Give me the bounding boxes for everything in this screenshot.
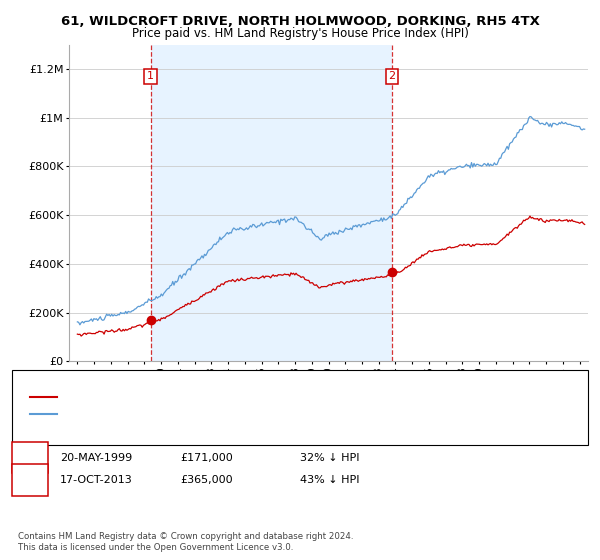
Text: Price paid vs. HM Land Registry's House Price Index (HPI): Price paid vs. HM Land Registry's House … (131, 27, 469, 40)
Text: 1: 1 (147, 72, 154, 81)
Text: 2: 2 (26, 475, 34, 485)
Text: 2: 2 (388, 72, 395, 81)
Text: 61, WILDCROFT DRIVE, NORTH HOLMWOOD, DORKING, RH5 4TX: 61, WILDCROFT DRIVE, NORTH HOLMWOOD, DOR… (61, 15, 539, 28)
Text: £365,000: £365,000 (180, 475, 233, 485)
Text: 43% ↓ HPI: 43% ↓ HPI (300, 475, 359, 485)
Bar (151, 45, 392, 361)
Text: Contains HM Land Registry data © Crown copyright and database right 2024.
This d: Contains HM Land Registry data © Crown c… (18, 532, 353, 552)
Text: HPI: Average price, detached house, Mole Valley: HPI: Average price, detached house, Mole… (60, 409, 296, 419)
Text: 32% ↓ HPI: 32% ↓ HPI (300, 452, 359, 463)
Text: 17-OCT-2013: 17-OCT-2013 (60, 475, 133, 485)
Text: 1: 1 (26, 452, 34, 463)
Text: £171,000: £171,000 (180, 452, 233, 463)
Text: 20-MAY-1999: 20-MAY-1999 (60, 452, 132, 463)
Text: 61, WILDCROFT DRIVE, NORTH HOLMWOOD, DORKING, RH5 4TX (detached house): 61, WILDCROFT DRIVE, NORTH HOLMWOOD, DOR… (60, 392, 466, 402)
